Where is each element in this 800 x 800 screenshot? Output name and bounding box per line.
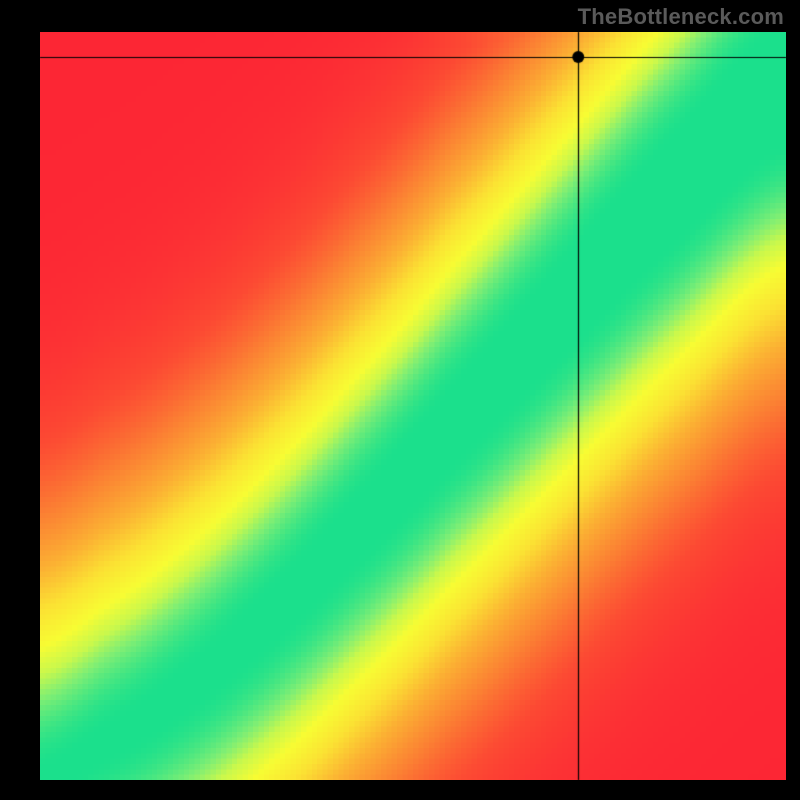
crosshair-overlay xyxy=(0,0,800,800)
watermark-text: TheBottleneck.com xyxy=(578,4,784,30)
